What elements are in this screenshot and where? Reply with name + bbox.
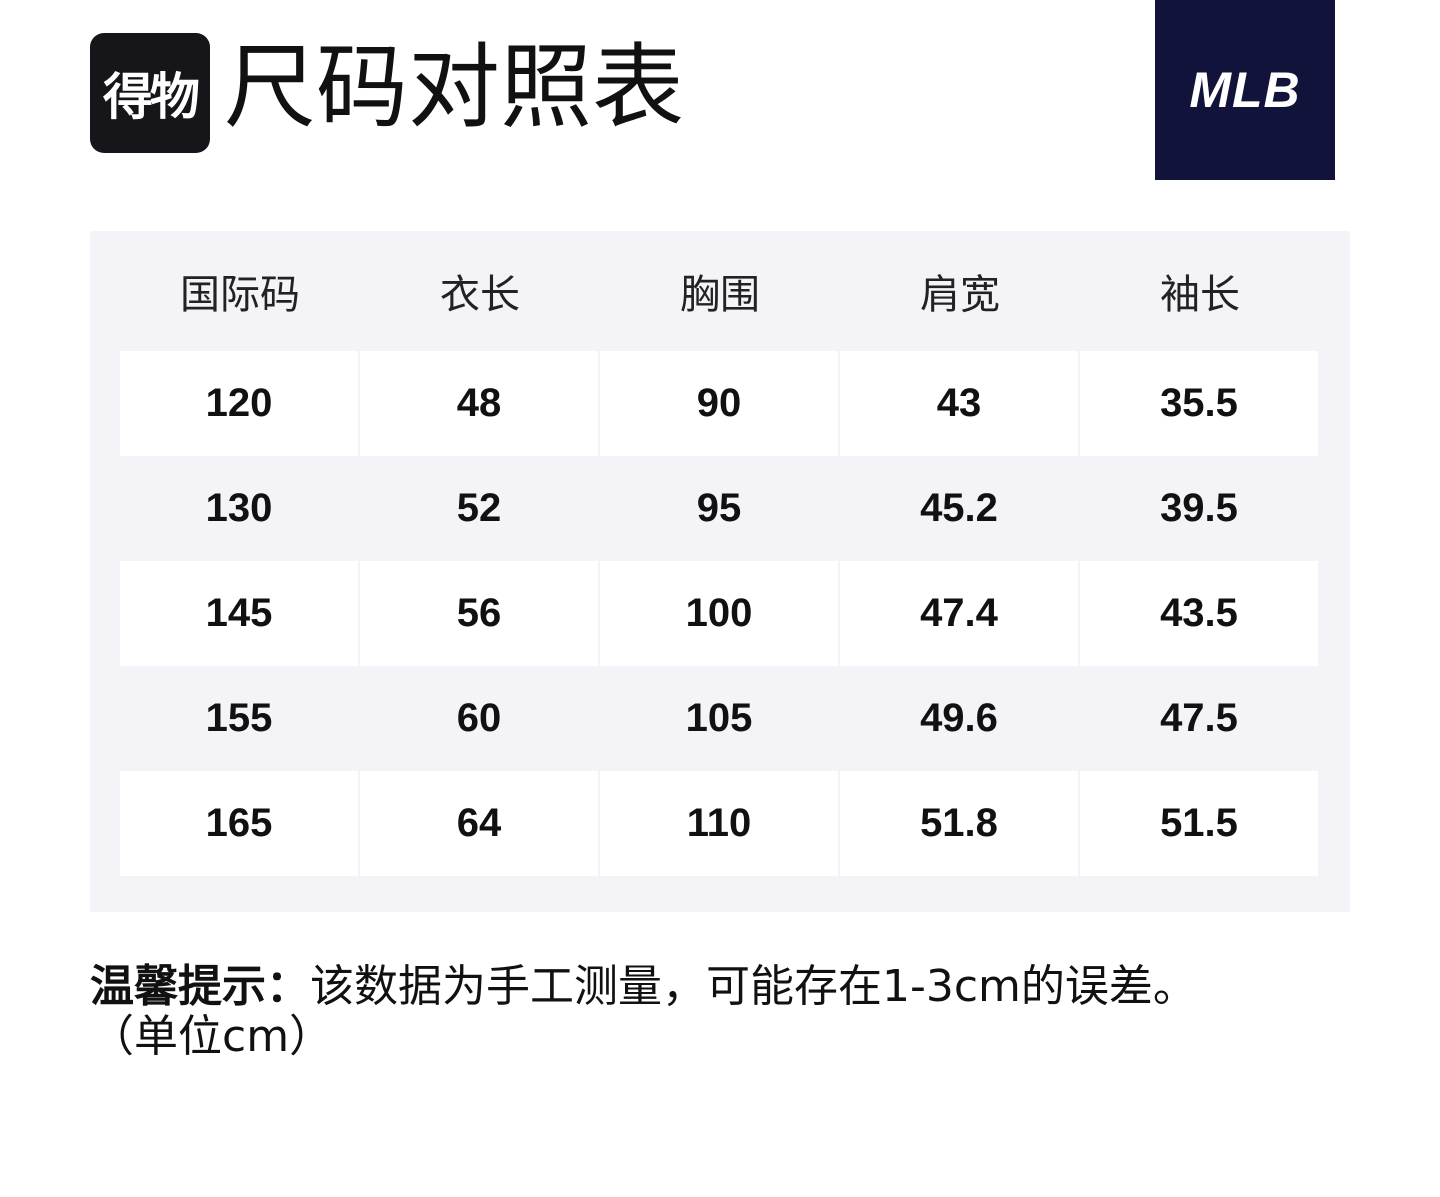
table-cell: 43 xyxy=(840,351,1078,456)
size-table: 国际码 衣长 胸围 肩宽 袖长 120 48 90 43 35.5 130 52… xyxy=(90,231,1350,912)
app-logo-text: 得物 xyxy=(103,68,200,126)
note-unit: （单位cm） xyxy=(90,1011,334,1062)
table-cell: 35.5 xyxy=(1080,351,1318,456)
table-row: 130 52 95 45.2 39.5 xyxy=(120,456,1320,561)
table-cell: 51.8 xyxy=(840,771,1078,876)
table-cell: 51.5 xyxy=(1080,771,1318,876)
table-body: 120 48 90 43 35.5 130 52 95 45.2 39.5 14… xyxy=(120,351,1320,876)
table-cell: 130 xyxy=(120,456,358,561)
app-logo: 得物 xyxy=(90,33,210,153)
table-cell: 100 xyxy=(600,561,838,666)
table-cell: 90 xyxy=(600,351,838,456)
table-cell: 60 xyxy=(360,666,598,771)
table-cell: 47.5 xyxy=(1080,666,1318,771)
table-row: 165 64 110 51.8 51.5 xyxy=(120,771,1320,876)
table-row: 155 60 105 49.6 47.5 xyxy=(120,666,1320,771)
table-cell: 110 xyxy=(600,771,838,876)
brand-logo: MLB xyxy=(1155,0,1335,180)
table-row: 120 48 90 43 35.5 xyxy=(120,351,1320,456)
table-cell: 105 xyxy=(600,666,838,771)
table-cell: 49.6 xyxy=(840,666,1078,771)
table-cell: 52 xyxy=(360,456,598,561)
table-cell: 64 xyxy=(360,771,598,876)
table-cell: 120 xyxy=(120,351,358,456)
measurement-note: 温馨提示：该数据为手工测量，可能存在1-3cm的误差。 （单位cm） xyxy=(90,962,1350,1062)
column-header-size: 国际码 xyxy=(180,272,300,318)
column-header-chest: 胸围 xyxy=(680,272,760,318)
table-cell: 155 xyxy=(120,666,358,771)
table-cell: 45.2 xyxy=(840,456,1078,561)
table-cell: 39.5 xyxy=(1080,456,1318,561)
table-cell: 95 xyxy=(600,456,838,561)
column-header-length: 衣长 xyxy=(440,272,520,318)
table-cell: 56 xyxy=(360,561,598,666)
column-header-shoulder: 肩宽 xyxy=(920,272,1000,318)
table-row: 145 56 100 47.4 43.5 xyxy=(120,561,1320,666)
table-cell: 145 xyxy=(120,561,358,666)
column-header-sleeve: 袖长 xyxy=(1160,272,1240,318)
table-cell: 43.5 xyxy=(1080,561,1318,666)
brand-logo-text: MLB xyxy=(1189,62,1301,118)
page-title: 尺码对照表 xyxy=(224,34,685,141)
note-label: 温馨提示： xyxy=(90,961,310,1012)
table-header-row: 国际码 衣长 胸围 肩宽 袖长 xyxy=(120,231,1320,351)
note-text: 该数据为手工测量，可能存在1-3cm的误差。 xyxy=(310,961,1197,1012)
table-cell: 165 xyxy=(120,771,358,876)
table-cell: 48 xyxy=(360,351,598,456)
table-cell: 47.4 xyxy=(840,561,1078,666)
